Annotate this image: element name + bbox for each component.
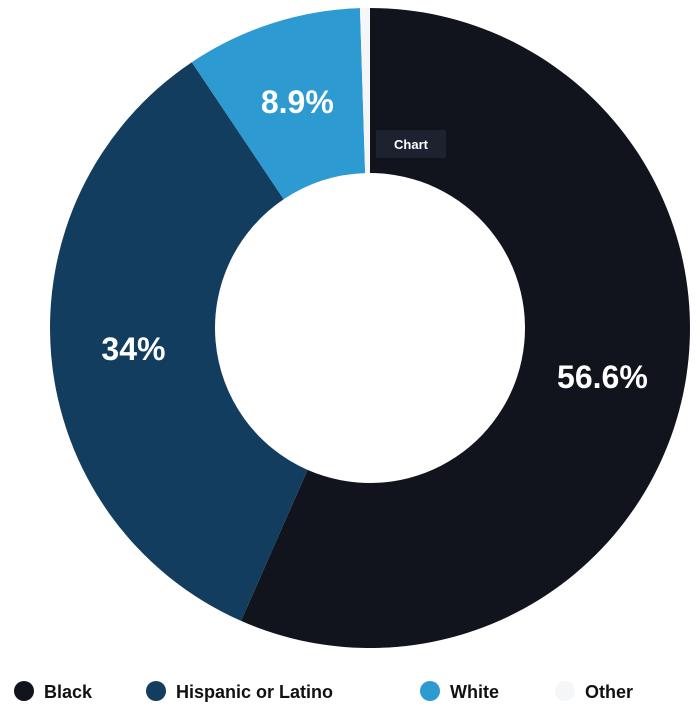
- slice-white[interactable]: [191, 8, 366, 200]
- slice-black[interactable]: [241, 8, 690, 648]
- slice-label-white: 8.9%: [261, 84, 334, 120]
- legend-label-other: Other: [585, 682, 633, 702]
- slice-other[interactable]: [359, 8, 370, 174]
- chart-tooltip-text: Chart: [394, 137, 429, 152]
- legend-label-black: Black: [44, 682, 93, 702]
- legend-swatch-black: [14, 681, 34, 701]
- chart-legend: Black Hispanic or Latino White Other: [14, 681, 633, 702]
- chart-slices: [50, 8, 690, 648]
- legend-item-other[interactable]: Other: [555, 681, 633, 702]
- legend-label-white: White: [450, 682, 499, 702]
- chart-slice-labels: 56.6% 34% 8.9%: [101, 84, 647, 395]
- slice-label-black: 56.6%: [557, 359, 648, 395]
- slice-label-hispanic-or-latino: 34%: [101, 331, 165, 367]
- legend-swatch-white: [420, 681, 440, 701]
- legend-item-hispanic-or-latino[interactable]: Hispanic or Latino: [146, 681, 333, 702]
- legend-item-black[interactable]: Black: [14, 681, 93, 702]
- legend-swatch-hispanic-or-latino: [146, 681, 166, 701]
- legend-label-hispanic-or-latino: Hispanic or Latino: [176, 682, 333, 702]
- chart-tooltip-box: [376, 130, 446, 158]
- chart-tooltip: Chart: [376, 130, 446, 158]
- legend-swatch-other: [555, 681, 575, 701]
- legend-item-white[interactable]: White: [420, 681, 499, 702]
- slice-hispanic-or-latino[interactable]: [50, 62, 308, 621]
